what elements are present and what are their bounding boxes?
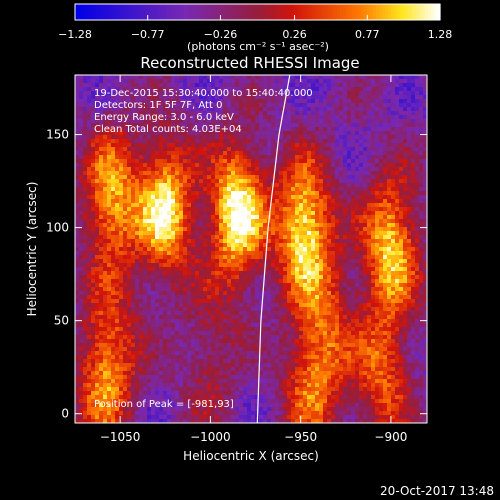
x-tick-label: −1000 [190,430,231,444]
x-tick-label: −900 [374,430,407,444]
y-axis-label: Heliocentric Y (arcsec) [25,182,39,317]
y-tick-label: 150 [46,128,69,142]
colorbar-tick-label: 0.77 [355,28,380,41]
colorbar-tick-label: 1.28 [428,28,453,41]
annotation-clean: Clean Total counts: 4.03E+04 [94,124,242,135]
y-tick-label: 50 [54,314,69,328]
annotation-detectors: Detectors: 1F 5F 7F, Att 0 [94,100,222,111]
x-tick-label: −950 [284,430,317,444]
colorbar-tick-label: −0.26 [204,28,238,41]
annotation-peak: Position of Peak = [-981,93] [94,399,234,410]
heatmap-image [75,75,427,423]
colorbar-tick-label: −1.28 [58,28,92,41]
solar-limb-curve [256,75,291,423]
footer-timestamp: 20-Oct-2017 13:48 [380,484,494,498]
plot-frame [74,74,428,424]
y-tick-label: 0 [61,407,69,421]
colorbar: −1.28 −0.77 −0.26 0.26 0.77 1.28 (photons cm⁻… [58,3,453,53]
x-axis-label: Heliocentric X (arcsec) [183,449,319,463]
y-tick-label: 100 [46,221,69,235]
x-tick-label: −1050 [100,430,141,444]
info-annotations: 19-Dec-2015 15:30:40.000 to 15:40:40.000… [94,88,313,410]
colorbar-label: (photons cm⁻² s⁻¹ asec⁻²) [187,40,329,53]
annotation-energy: Energy Range: 3.0 - 6.0 keV [94,112,234,123]
colorbar-tick-label: −0.77 [131,28,165,41]
chart-title: Reconstructed RHESSI Image [140,54,359,72]
colorbar-tick-label: 0.26 [282,28,307,41]
annotation-time-range: 19-Dec-2015 15:30:40.000 to 15:40:40.000 [94,88,313,99]
